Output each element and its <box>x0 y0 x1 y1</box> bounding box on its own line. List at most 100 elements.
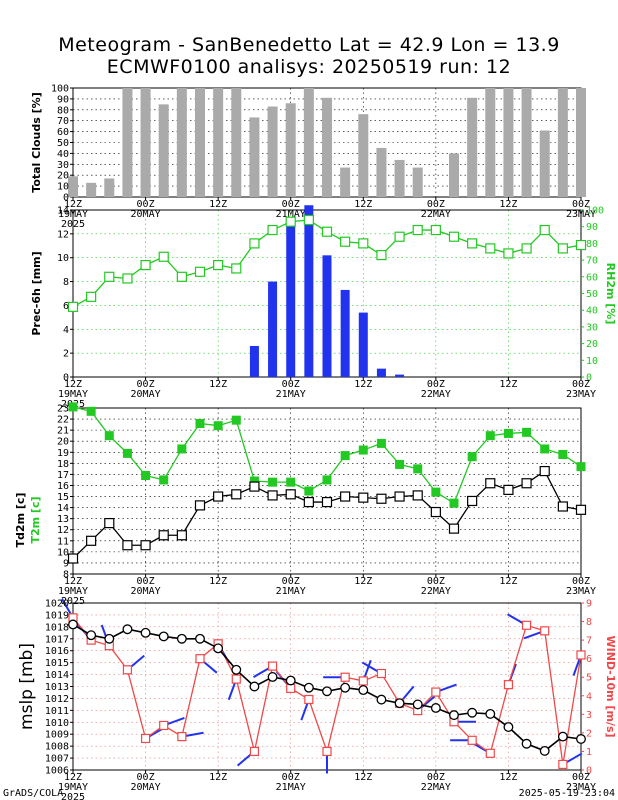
rh-point <box>104 271 115 282</box>
y-tick-label: 10 <box>57 547 69 558</box>
wind-point <box>358 676 368 686</box>
y2-tick-label: 1 <box>586 747 592 758</box>
mslp-point <box>285 675 296 686</box>
cloud-bar <box>267 106 278 197</box>
x-date-label: 22MAY <box>421 782 451 793</box>
td2m-point <box>448 523 460 534</box>
t2m-point <box>249 476 259 486</box>
y-tick-label: 16 <box>57 481 69 492</box>
y-tick-label: 11 <box>57 536 69 547</box>
wind-point <box>286 683 296 693</box>
td2m-point <box>231 489 242 500</box>
y-tick-label: 1020 <box>45 599 69 610</box>
td2m-point <box>86 535 97 546</box>
rh-point <box>67 301 79 312</box>
td2m-point <box>467 495 478 507</box>
wind-point <box>304 694 314 705</box>
x-tick-label: 00Z <box>427 379 445 390</box>
mslp-point <box>521 738 532 749</box>
t2m-point <box>485 431 495 441</box>
x-year-label: 2025 <box>61 596 85 607</box>
x-tick-label: 00Z <box>572 199 590 210</box>
y2-tick-label: 4 <box>586 691 592 702</box>
y-tick-label: 1016 <box>45 646 69 657</box>
t2m-point <box>540 444 550 454</box>
rh-point <box>575 239 587 251</box>
x-tick-label: 12Z <box>354 379 372 390</box>
rh-point <box>267 224 278 236</box>
td2m-point <box>104 517 115 529</box>
y-tick-label: 40 <box>57 149 69 160</box>
cloud-bar <box>467 97 478 197</box>
x-tick-label: 12Z <box>499 772 517 783</box>
mslp-point <box>467 707 478 718</box>
y-tick-label: 0 <box>63 193 69 204</box>
y-tick-label: 21 <box>57 426 69 437</box>
td2m-point <box>140 540 151 551</box>
mslp-point <box>340 682 351 693</box>
cloud-bar <box>322 97 332 197</box>
cloud-bar <box>158 104 169 197</box>
precip-bar <box>322 255 332 377</box>
wind-point <box>322 746 332 757</box>
mslp-point <box>140 627 151 638</box>
mslp-point <box>267 672 278 682</box>
y2-axis-label: WIND-10m [m/s] <box>604 635 617 737</box>
y-tick-label: 17 <box>57 470 69 481</box>
td2m-point <box>194 500 206 511</box>
y-tick-label: 1008 <box>45 742 69 753</box>
rh-point <box>448 231 460 242</box>
y-tick-label: 8 <box>63 277 69 288</box>
wind-point <box>376 668 387 679</box>
wind-point <box>267 661 278 671</box>
cloud-bar <box>176 88 187 197</box>
rh-point <box>394 231 405 242</box>
cloud-bar <box>521 88 532 197</box>
x-tick-label: 00Z <box>282 379 300 390</box>
y-tick-label: 100 <box>51 84 69 95</box>
x-tick-label: 12Z <box>209 576 227 587</box>
t2m-point <box>159 475 169 485</box>
y-tick-label: 1007 <box>45 754 69 765</box>
y-tick-label: 8 <box>63 570 69 581</box>
td2m-point <box>358 492 369 503</box>
y-tick-label: 13 <box>57 514 69 525</box>
t2m-point <box>286 477 296 487</box>
x-date-label: 21MAY <box>276 586 306 597</box>
x-year-label: 2025 <box>61 792 85 800</box>
x-date-label: 23MAY <box>566 389 596 400</box>
y-tick-label: 1011 <box>45 706 69 717</box>
rh-point <box>358 238 369 249</box>
wind-point <box>503 680 514 690</box>
x-tick-label: 00Z <box>427 576 445 587</box>
x-tick-label: 00Z <box>572 379 590 390</box>
mslp-point <box>104 633 115 644</box>
y2-tick-label: 50 <box>586 289 598 300</box>
cloud-bar <box>213 88 224 197</box>
y-tick-label: 14 <box>57 206 69 217</box>
td2m-point <box>557 501 568 512</box>
rh-point <box>194 266 206 277</box>
x-tick-label: 00Z <box>137 379 155 390</box>
cloud-bar <box>557 88 568 197</box>
x-tick-label: 00Z <box>427 772 445 783</box>
td2m-point <box>575 504 587 515</box>
x-tick-label: 00Z <box>282 199 300 210</box>
t2m-point <box>231 415 241 425</box>
cloud-bar <box>195 88 205 197</box>
y-tick-label: 1015 <box>45 658 69 669</box>
x-date-label: 22MAY <box>421 389 451 400</box>
x-date-label: 19MAY <box>58 782 88 793</box>
t2m-point <box>68 402 78 412</box>
mslp-point <box>358 685 369 696</box>
panel-1 <box>68 87 586 200</box>
td2m-point <box>285 489 296 500</box>
t2m-point <box>177 444 187 454</box>
x-date-label: 21MAY <box>276 389 306 400</box>
y2-tick-label: 5 <box>586 673 592 684</box>
rh-point <box>340 236 351 247</box>
t2m-point <box>449 498 459 508</box>
wind-point <box>231 674 241 684</box>
x-tick-label: 12Z <box>499 576 517 587</box>
